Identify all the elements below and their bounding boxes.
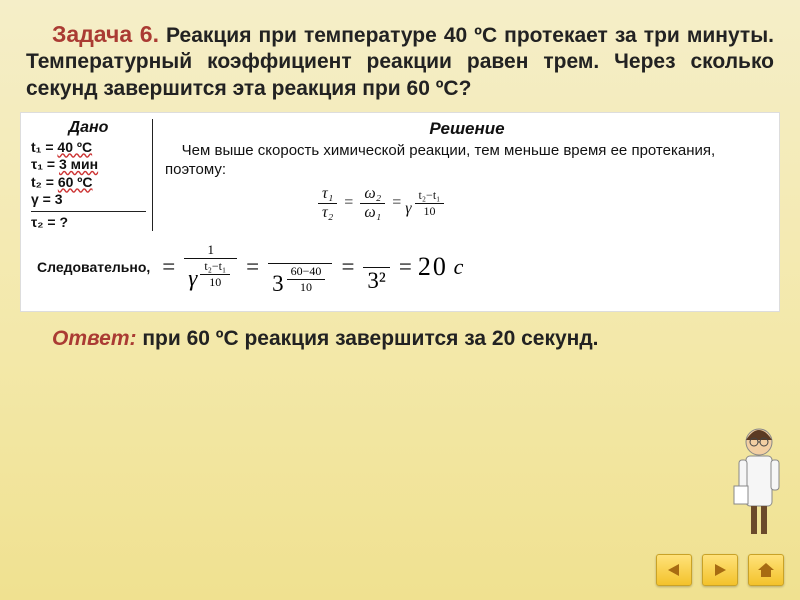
problem-statement: Задача 6. Реакция при температуре 40 ºС … [26,20,774,102]
given-gamma-label: γ = [31,191,55,207]
given-tau1-val: 3 мин [59,156,98,172]
therefore-label: Следовательно, [37,259,150,275]
f3-exp-num: 60−40 [287,264,326,280]
given-gamma-val: 3 [55,191,63,207]
given-tau2-val: ? [59,214,68,230]
given-gamma: γ = 3 [31,191,146,209]
answer: Ответ: при 60 ºС реакция завершится за 2… [26,326,774,352]
given-t1-label: t₁ = [31,139,57,155]
scientist-figure [724,412,794,542]
nav-prev-button[interactable] [656,554,692,586]
formula-main: τ₁ τ₂ = ω₂ ω₁ = γt₂−t₁10 [315,185,769,222]
given-t2-val: 60 ºС [58,174,93,190]
nav-next-button[interactable] [702,554,738,586]
result-value: 20 [418,252,448,282]
nav-bar [656,554,784,586]
slide: Задача 6. Реакция при температуре 40 ºС … [0,0,800,600]
given-column: Дано t₁ = 40 ºС τ₁ = 3 мин t₂ = 60 ºС γ … [31,119,153,232]
nav-home-button[interactable] [748,554,784,586]
f-omega2: ω₂ [364,185,381,202]
solution-column: Решение Чем выше скорость химической реа… [153,119,769,231]
f3-base: 3 [272,271,284,296]
formula-derivation: Следовательно, = 1 γt₂−t₁10 = 360−4010 [31,237,769,297]
f-exp-den: 10 [415,204,445,219]
answer-text: при 60 ºС реакция завершится за 20 секун… [137,327,599,350]
f-tau2: τ₂ [322,204,333,221]
given-tau1-label: τ₁ = [31,156,59,172]
given-t2-label: t₂ = [31,174,58,190]
f2-exp-den: 10 [200,275,230,290]
given-tau2-label: τ₂ = [31,214,59,230]
f-exp-num: t₂−t₁ [415,188,445,204]
divider [31,211,146,212]
f3-exp-den: 10 [287,280,326,295]
given-tau2: τ₂ = ? [31,214,146,232]
solution-box: Дано t₁ = 40 ºС τ₁ = 3 мин t₂ = 60 ºС γ … [20,112,780,312]
f4-den: 3² [363,268,389,294]
given-tau1: τ₁ = 3 мин [31,156,146,174]
f-omega1: ω₁ [364,204,381,221]
solution-text-inner: Чем выше скорость химической реакции, те… [165,142,715,178]
f2-exp-num: t₂−t₁ [200,259,230,275]
given-t1: t₁ = 40 ºС [31,139,146,157]
solution-text: Чем выше скорость химической реакции, те… [165,142,769,180]
answer-label: Ответ: [52,327,137,350]
problem-title: Задача 6. [52,21,159,47]
f-tau1: τ₁ [322,185,333,202]
given-t1-val: 40 ºС [57,139,92,155]
solution-title: Решение [165,119,769,139]
given-title: Дано [31,119,146,137]
result-unit: с [454,254,464,280]
f-gamma: γ [405,200,411,217]
given-t2: t₂ = 60 ºС [31,174,146,192]
f2-gamma: γ [188,266,197,291]
